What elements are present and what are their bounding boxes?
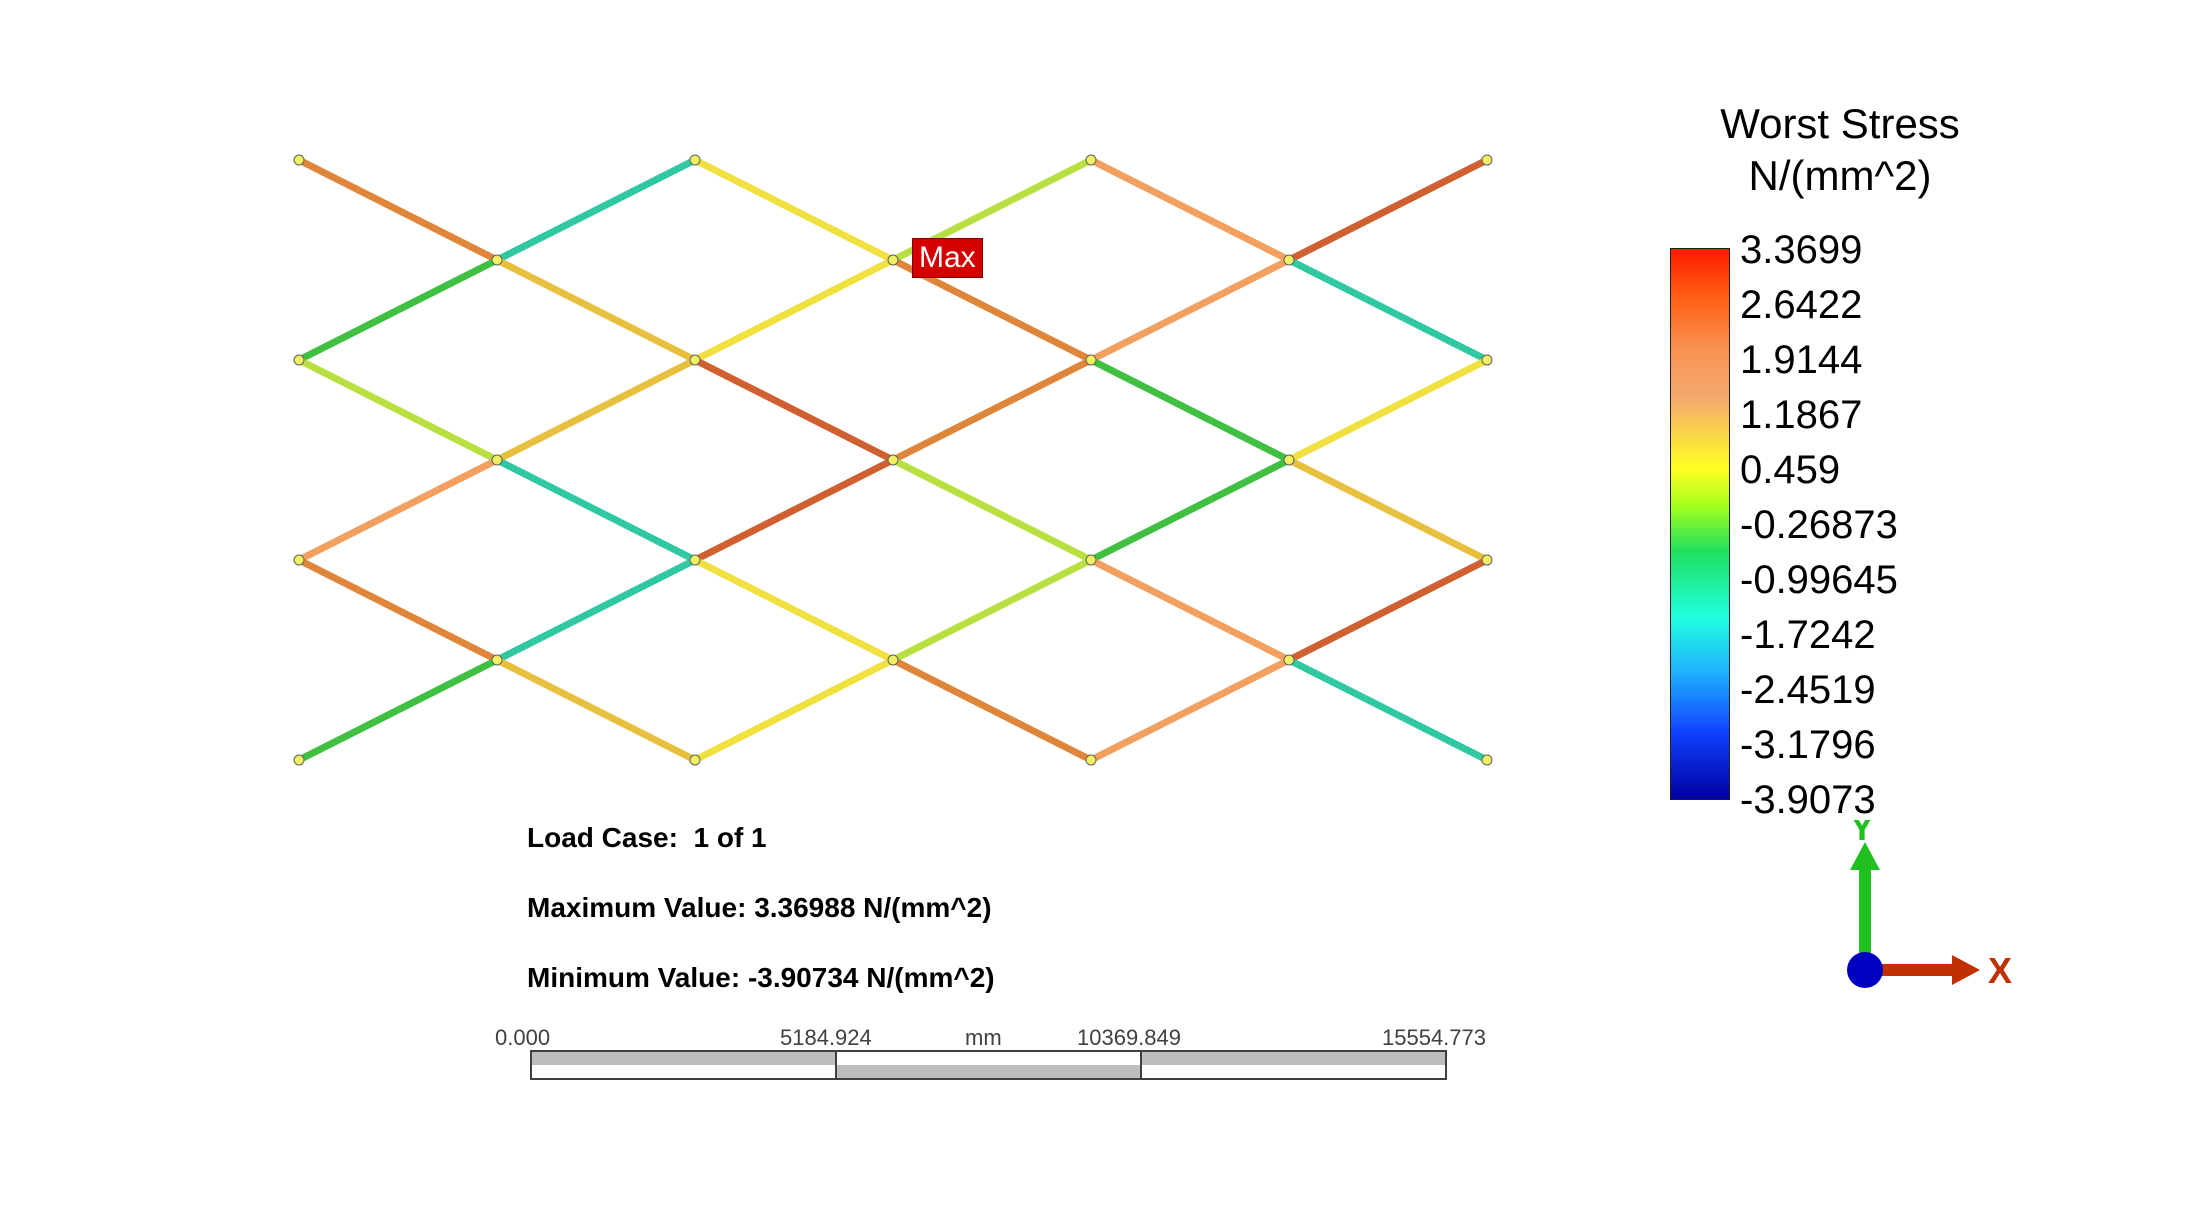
max-marker: Max <box>912 238 983 278</box>
lattice-joint <box>491 454 503 466</box>
lattice-member <box>691 656 897 764</box>
scale-value-label: 1.1867 <box>1740 393 1863 437</box>
lattice-member <box>1087 456 1293 564</box>
lattice-joint <box>689 354 701 366</box>
max-value-label: Maximum Value: <box>527 892 747 923</box>
max-value: 3.36988 N/(mm^2) <box>754 892 992 923</box>
legend-title: Worst Stress <box>1720 100 1960 147</box>
lattice-joint <box>293 754 305 766</box>
lattice-joint <box>491 254 503 266</box>
min-value: -3.90734 N/(mm^2) <box>747 962 995 993</box>
lattice-member <box>691 156 897 264</box>
scale-value-label: -3.9073 <box>1740 778 1876 822</box>
lattice-member <box>691 356 897 464</box>
scale-value-label: 2.6422 <box>1740 283 1863 327</box>
load-case-value: 1 of 1 <box>693 822 767 853</box>
scale-value-label: -0.26873 <box>1740 503 1898 547</box>
lattice-member <box>295 656 501 764</box>
min-value-text: Minimum Value: -3.90734 N/(mm^2) <box>527 962 995 994</box>
lattice-joint <box>1481 554 1493 566</box>
lattice-joint <box>887 254 899 266</box>
lattice-member <box>1087 156 1293 264</box>
lattice-joint <box>887 654 899 666</box>
lattice-member <box>889 356 1095 464</box>
lattice-joint <box>689 154 701 166</box>
scale-segment <box>1140 1050 1447 1080</box>
lattice-joint <box>1085 754 1097 766</box>
lattice-member <box>1285 456 1491 564</box>
lattice-member <box>295 456 501 564</box>
color-scale-bar <box>1670 248 1730 800</box>
lattice-member <box>1087 256 1293 364</box>
lattice-member <box>1285 256 1491 364</box>
load-case-label: Load Case: <box>527 822 678 853</box>
lattice-member <box>493 456 699 564</box>
lattice-joint <box>1481 354 1493 366</box>
lattice-joint <box>1085 354 1097 366</box>
scale-value-label: -2.4519 <box>1740 668 1876 712</box>
lattice-member <box>1087 356 1293 464</box>
lattice-joint <box>293 554 305 566</box>
scale-unit: mm <box>965 1025 1002 1050</box>
lattice-member <box>295 156 501 264</box>
y-axis-label: Y <box>1850 820 1874 848</box>
min-value-label: Minimum Value: <box>527 962 741 993</box>
lattice-joint <box>1481 754 1493 766</box>
lattice-joint <box>293 154 305 166</box>
x-arrowhead <box>1952 955 1980 985</box>
lattice-member <box>493 656 699 764</box>
scale-value-label: -3.1796 <box>1740 723 1876 767</box>
lattice-member <box>691 256 897 364</box>
load-case-text: Load Case: 1 of 1 <box>527 822 767 854</box>
lattice-member <box>295 256 501 364</box>
scale-tick-3: 15554.773 <box>1382 1025 1486 1050</box>
lattice-joint <box>1283 254 1295 266</box>
lattice-member <box>691 456 897 564</box>
lattice-member <box>493 256 699 364</box>
lattice-joint <box>1085 554 1097 566</box>
lattice-joint <box>491 654 503 666</box>
max-value-text: Maximum Value: 3.36988 N/(mm^2) <box>527 892 992 924</box>
scale-tick-0: 0.000 <box>495 1025 551 1050</box>
lattice-member <box>889 456 1095 564</box>
lattice-member <box>1285 156 1491 264</box>
scale-value-label: -0.99645 <box>1740 558 1898 602</box>
scale-segment <box>530 1050 837 1080</box>
lattice-member <box>1285 656 1491 764</box>
lattice-member <box>1087 656 1293 764</box>
origin-sphere <box>1847 952 1883 988</box>
lattice-member <box>1285 356 1491 464</box>
lattice-joint <box>1085 154 1097 166</box>
scale-value-label: 3.3699 <box>1740 228 1863 272</box>
x-axis-label: X <box>1988 950 2012 991</box>
lattice-joint <box>689 754 701 766</box>
lattice-member <box>889 556 1095 664</box>
lattice-member <box>493 556 699 664</box>
scale-value-label: 1.9144 <box>1740 338 1863 382</box>
lattice-member <box>691 556 897 664</box>
lattice-member <box>295 356 501 464</box>
lattice-joint <box>1283 654 1295 666</box>
lattice-member <box>493 356 699 464</box>
orientation-triad: Y X <box>1847 820 2012 991</box>
lattice-member <box>889 656 1095 764</box>
scale-value-label: -1.7242 <box>1740 613 1876 657</box>
lattice-member <box>295 556 501 664</box>
lattice-joint <box>1481 154 1493 166</box>
y-arrowhead <box>1850 842 1880 870</box>
lattice-member <box>1285 556 1491 664</box>
scale-tick-1: 5184.924 <box>780 1025 872 1050</box>
lattice-joint <box>689 554 701 566</box>
scale-value-label: 0.459 <box>1740 448 1841 492</box>
scale-segment <box>835 1050 1142 1080</box>
lattice-joint <box>1283 454 1295 466</box>
lattice-joint <box>293 354 305 366</box>
scale-tick-2: 10369.849 <box>1077 1025 1181 1050</box>
legend-unit: N/(mm^2) <box>1748 152 1932 199</box>
lattice-member <box>1087 556 1293 664</box>
lattice-joint <box>887 454 899 466</box>
lattice-member <box>493 156 699 264</box>
